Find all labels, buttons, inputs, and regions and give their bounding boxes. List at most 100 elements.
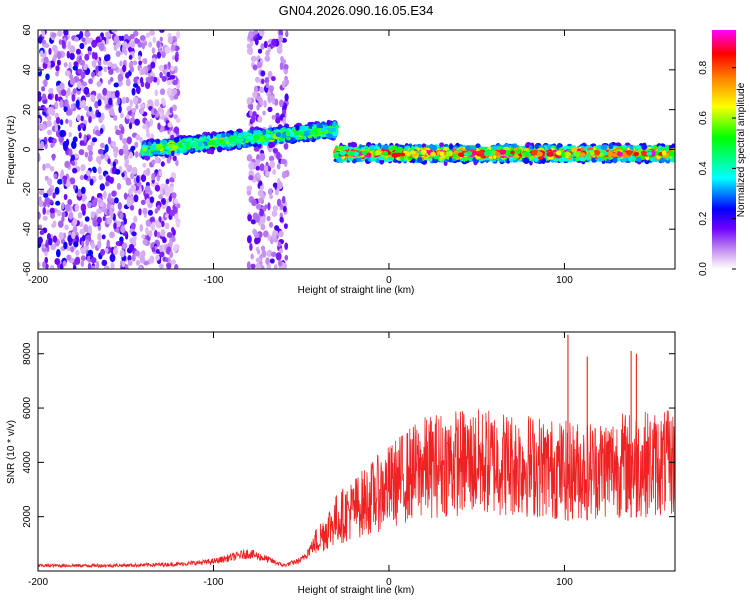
spectrogram-cell [79,59,86,66]
spectrogram-cell [95,65,99,74]
spectrogram-cell [107,61,113,68]
spectrogram-cell [42,215,48,221]
spectrogram-cell [129,117,136,125]
spectrogram-cell [135,134,141,141]
spectrogram-cell [70,154,76,161]
spectrogram-cell [42,106,47,113]
spectrogram-cell [133,177,137,184]
spectrogram-cell [101,259,108,267]
spectrogram-cell [64,98,69,107]
spectrogram-cell [52,44,58,52]
spectrogram-cell [87,144,93,152]
spectrogram-cell [176,30,181,39]
spectrogram-cell [191,141,199,148]
spectrogram-cell [104,247,109,254]
spectrogram-cell [152,76,158,83]
spectrogram-cell [254,30,259,35]
spectrogram-cell [247,135,255,141]
spectrogram-cell [254,215,261,223]
spectrogram-cell [134,141,139,148]
spectrogram-cell [261,216,266,224]
spectrogram-cell [279,62,284,71]
spectrogram-cell [123,217,127,225]
spectrogram-cell [271,76,276,82]
spectrogram-cell [269,194,274,200]
spectrogram-cell [255,262,261,269]
spectrogram-cell [139,255,146,264]
spectrogram-cell [275,151,281,160]
spectrogram-cell [41,86,46,92]
spectrogram-cell [99,201,104,208]
spectrogram-cell [47,187,53,196]
spectrogram-cell [151,47,156,54]
spectrogram-cell [55,117,61,125]
spectrogram-cell [251,115,256,123]
spectrogram-cell [80,247,87,255]
spectrogram-cell [308,130,316,135]
spectrogram-cell [124,158,130,166]
spectrogram-cell [269,94,275,102]
spectrogram-cell [104,180,110,187]
spectrogram-cell [155,254,160,261]
spectrogram-cell [107,158,111,165]
spectrogram-cell [256,249,261,255]
spectrogram-cell [114,168,121,175]
spectrogram-cell [71,140,77,150]
spectrogram-cell [111,30,118,34]
spectrogram-cell [269,258,275,264]
spectrogram-cell [275,252,282,261]
spectrogram-cell [264,76,270,84]
spectrogram-cell [250,219,256,225]
spectrogram-cell [97,60,102,67]
spectrogram-cell [139,106,145,115]
spectrogram-cell [148,41,153,48]
spectrogram-cell [97,166,102,175]
spectrogram-cell [120,35,125,41]
spectrogram-cell [159,30,165,33]
spectrogram-cell [68,119,73,128]
spectrogram-cell [55,249,61,258]
spectrogram-cell [87,201,92,209]
spectrogram-cell [47,177,53,186]
spectrogram-cell [176,83,180,90]
spectrogram-cell [42,163,46,171]
spectrogram-cell [61,211,66,218]
spectrogram-cell [169,239,173,248]
spectrogram-cell [42,261,46,269]
spectrogram-cell [127,259,133,267]
spectrogram-cell [133,215,138,223]
spectrogram-cell [114,125,118,131]
spectrogram-cell [148,230,153,237]
spectrogram-cell [112,161,117,168]
spectrogram-cell [64,224,69,231]
spectrogram-cell [95,129,101,136]
spectrogram-cell [278,230,284,238]
spectrogram-cell [122,64,127,73]
spectrogram-cell [136,175,140,184]
spectrogram-cell [156,51,162,59]
spectrogram-cell [81,99,87,108]
spectrogram-cell [132,60,138,66]
spectrogram-cell [91,51,96,60]
spectrogram-cell [249,110,253,117]
spectrogram-cell [101,234,106,240]
spectrogram-cell [202,148,207,153]
spectrogram-cell [260,245,266,252]
spectrogram-cell [273,264,278,269]
spectrogram-cell [90,241,96,249]
spectrogram-cell [99,127,104,135]
spectrogram-cell [80,240,85,247]
spectrogram-cell [60,169,64,177]
spectrogram-cell [144,155,151,161]
spectrogram-cell [64,160,71,169]
spectrogram-cell [54,124,59,132]
spectrogram-cell [169,177,175,183]
spectrogram-cell [61,40,66,49]
spectrogram-cell [80,260,85,267]
spectrogram-cell [253,237,260,245]
spectrogram-cell [146,132,151,138]
spectrogram-cell [71,93,76,102]
spectrogram-cell [135,259,141,266]
spectrogram-cell [259,86,265,94]
spectrogram-cell [129,33,135,40]
